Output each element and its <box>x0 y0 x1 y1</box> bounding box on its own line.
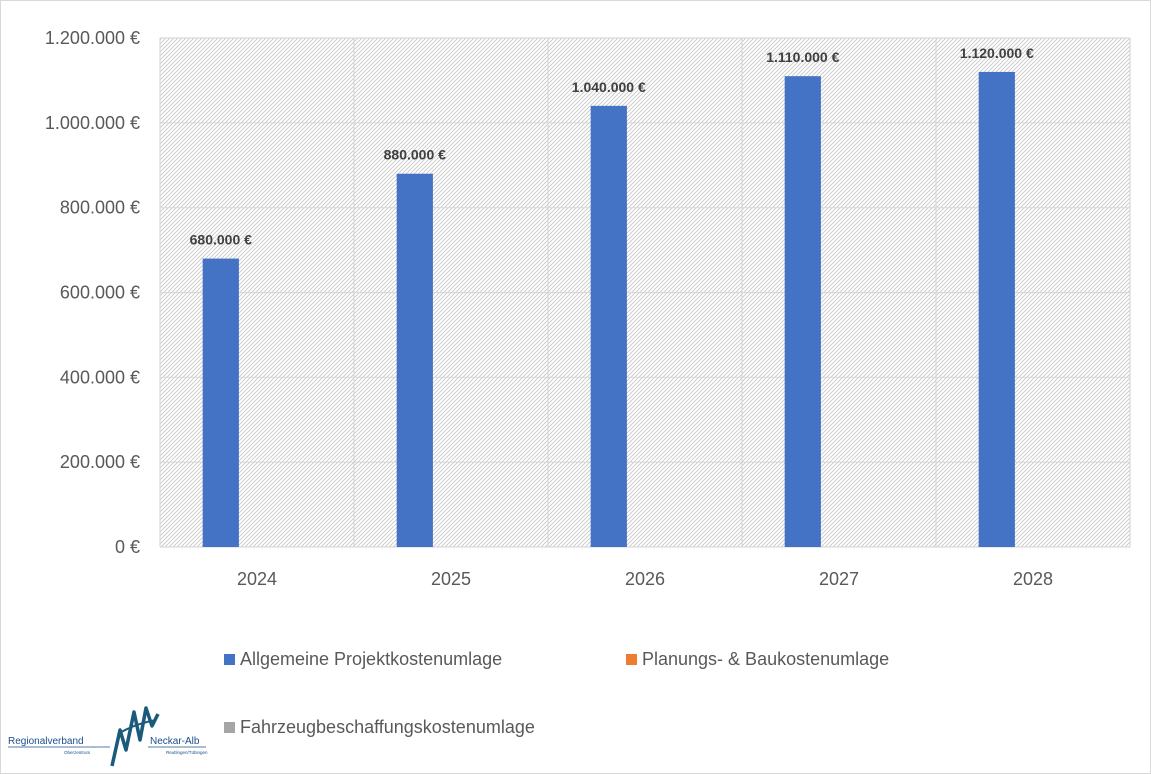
legend-label: Fahrzeugbeschaffungskostenumlage <box>240 717 535 737</box>
logo-left-subtext: Oberzentrum <box>64 750 91 755</box>
data-labels: 680.000 € 880.000 € 1.040.000 € 1.110.000 €… <box>190 45 1034 248</box>
bar-2025 <box>396 173 433 547</box>
bars <box>202 71 1015 548</box>
regionalverband-logo: Regionalverband Oberzentrum Neckar-Alb R… <box>8 706 208 767</box>
legend-swatch-gray-icon <box>224 722 235 733</box>
y-tick-label: 1.200.000 € <box>45 28 140 48</box>
y-tick-label: 400.000 € <box>60 367 140 387</box>
y-axis-tick-labels: 0 € 200.000 € 400.000 € 600.000 € 800.000 € 1… <box>45 28 140 557</box>
x-tick-label: 2024 <box>237 569 277 589</box>
legend-swatch-orange-icon <box>626 654 637 665</box>
gridlines <box>159 37 1131 548</box>
legend-label: Allgemeine Projektkostenumlage <box>240 649 503 669</box>
data-label-2024: 680.000 € <box>190 232 252 248</box>
y-tick-label: 0 € <box>115 537 140 557</box>
legend-item-fahrzeug: Fahrzeugbeschaffungskostenumlage <box>224 717 535 738</box>
y-tick-label: 1.000.000 € <box>45 113 140 133</box>
logo-emblem-stroke-icon <box>117 719 157 735</box>
bar-2028 <box>978 71 1015 547</box>
data-label-2028: 1.120.000 € <box>960 45 1034 61</box>
x-tick-label: 2025 <box>431 569 471 589</box>
logo-left-text: Regionalverband <box>8 736 84 747</box>
y-tick-label: 800.000 € <box>60 198 140 218</box>
data-label-2026: 1.040.000 € <box>572 79 646 95</box>
bar-2026 <box>590 105 627 547</box>
x-axis-tick-labels: 2024 2025 2026 2027 2028 <box>237 569 1053 589</box>
bar-2024 <box>202 258 239 547</box>
legend-swatch-blue-icon <box>224 654 235 665</box>
y-tick-label: 200.000 € <box>60 452 140 472</box>
legend-item-planungs: Planungs- & Baukostenumlage <box>626 649 889 670</box>
x-tick-label: 2028 <box>1013 569 1053 589</box>
bar-2027 <box>784 76 821 548</box>
legend-label: Planungs- & Baukostenumlage <box>642 649 890 669</box>
logo-right-subtext: Reutlingen/Tübingen <box>166 750 208 755</box>
logo-right-text: Neckar-Alb <box>150 736 200 747</box>
data-label-2025: 880.000 € <box>384 147 446 163</box>
x-tick-label: 2026 <box>625 569 665 589</box>
x-tick-label: 2027 <box>819 569 859 589</box>
data-label-2027: 1.110.000 € <box>766 49 839 65</box>
legend-item-allgemeine: Allgemeine Projektkostenumlage <box>224 649 502 670</box>
y-tick-label: 600.000 € <box>60 283 140 303</box>
